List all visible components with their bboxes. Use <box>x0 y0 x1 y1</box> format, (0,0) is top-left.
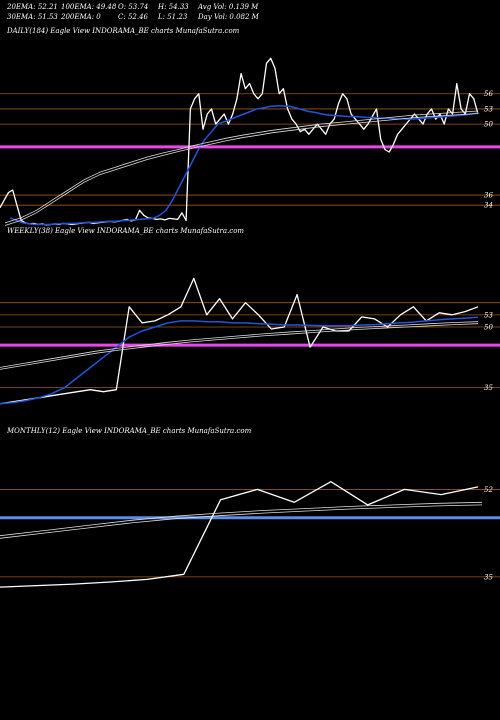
ema-long-b-series <box>4 113 479 226</box>
stat-close: C: 52.46 <box>118 13 148 21</box>
ema-long-b-series <box>0 504 483 539</box>
ema-long-a-series <box>0 501 483 537</box>
y-tick-label: 35 <box>484 384 493 392</box>
ema-long-b-series <box>0 323 479 370</box>
price-series <box>0 481 479 588</box>
stat-open: O: 53.74 <box>118 3 149 11</box>
ema-long-a-series <box>4 110 479 224</box>
ema-short-series <box>9 105 479 226</box>
stat-ema100: 100EMA: 49.48 <box>61 3 117 11</box>
y-tick-label: 56 <box>484 90 493 98</box>
y-tick-label: 53 <box>484 311 493 319</box>
weekly-chart-title: WEEKLY(38) Eagle View INDORAMA_BE charts… <box>7 227 245 235</box>
weekly-chart: 53 50 35 <box>0 277 500 405</box>
stat-avg-vol: Avg Vol: 0.139 M <box>198 3 259 11</box>
daily-chart-title: DAILY(184) Eagle View INDORAMA_BE charts… <box>7 27 240 35</box>
stat-low: L: 51.23 <box>158 13 188 21</box>
stat-ema200: 200EMA: 0 <box>61 13 101 21</box>
stat-ema30: 30EMA: 51.53 <box>7 13 58 21</box>
daily-chart: 56 53 50 36 34 <box>0 57 500 226</box>
y-tick-label: 52 <box>484 486 493 494</box>
ema-long-a-series <box>0 321 479 368</box>
y-tick-label: 35 <box>484 573 493 581</box>
price-series <box>0 57 479 226</box>
stat-day-vol: Day Vol: 0.082 M <box>198 13 259 21</box>
y-tick-label: 50 <box>484 121 493 129</box>
y-tick-label: 36 <box>484 192 493 200</box>
price-series <box>0 277 479 405</box>
y-tick-label: 34 <box>484 202 493 210</box>
monthly-chart-title: MONTHLY(12) Eagle View INDORAMA_BE chart… <box>7 427 252 435</box>
ema-short-series <box>0 316 479 405</box>
y-tick-label: 50 <box>484 323 493 331</box>
stat-high: H: 54.33 <box>158 3 189 11</box>
stat-ema20: 20EMA: 52.21 <box>7 3 58 11</box>
monthly-chart: 52 35 <box>0 481 500 588</box>
y-tick-label: 53 <box>484 105 493 113</box>
